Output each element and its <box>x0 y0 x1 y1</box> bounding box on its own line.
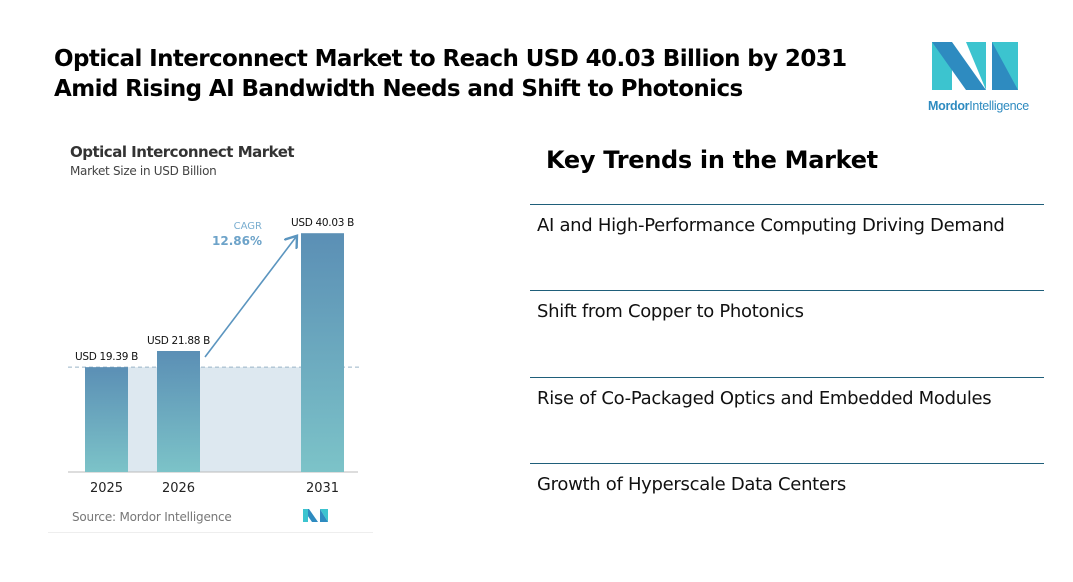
chart-source: Source: Mordor Intelligence <box>72 510 232 524</box>
small-logo-icon <box>303 509 308 522</box>
bar-2025 <box>85 367 128 472</box>
logo-text-bold: Mordor <box>928 99 970 113</box>
page-title: Optical Interconnect Market to Reach USD… <box>54 46 847 102</box>
chart-subtitle: Market Size in USD Billion <box>70 164 217 178</box>
data-label: USD 21.88 B <box>147 335 210 347</box>
trend-item: Shift from Copper to Photonics <box>530 290 1044 322</box>
data-label: USD 40.03 B <box>291 217 354 229</box>
cagr-arrow <box>204 237 296 358</box>
cagr-label: CAGR <box>234 221 262 232</box>
small-logo-icon <box>320 509 328 522</box>
mordor-intelligence-logo: MordorIntelligence <box>928 40 1038 113</box>
trend-item: AI and High-Performance Computing Drivin… <box>530 204 1044 236</box>
x-tick-label: 2031 <box>306 481 339 496</box>
data-label: USD 19.39 B <box>75 351 138 363</box>
trend-item: Rise of Co-Packaged Optics and Embedded … <box>530 377 1044 409</box>
x-tick-label: 2025 <box>90 481 123 496</box>
cagr-value: 12.86% <box>212 234 262 248</box>
logo-mark-icon <box>932 42 1018 90</box>
bar-2031 <box>301 233 344 472</box>
logo-text-light: Intelligence <box>969 99 1029 113</box>
bar-2026 <box>157 350 200 472</box>
key-trends-title: Key Trends in the Market <box>546 146 878 174</box>
x-tick-label: 2026 <box>162 481 195 496</box>
trend-item: Growth of Hyperscale Data Centers <box>530 463 1044 495</box>
reference-band <box>128 367 301 472</box>
chart-title: Optical Interconnect Market <box>70 143 295 161</box>
